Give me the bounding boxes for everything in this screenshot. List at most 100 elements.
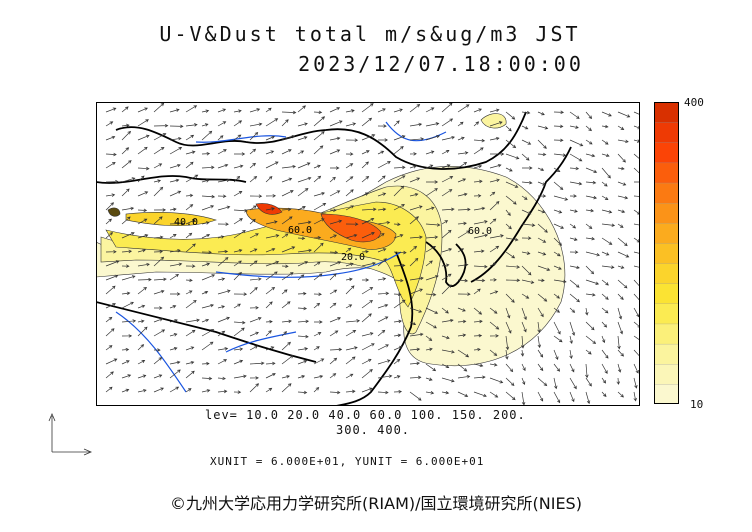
- wind-arrow: [425, 391, 435, 395]
- wind-arrow: [505, 167, 513, 172]
- wind-arrow: [313, 346, 320, 351]
- wind-arrow: [569, 279, 580, 288]
- colorbar: [654, 102, 679, 404]
- wind-arrow: [553, 223, 565, 229]
- wind-arrow: [249, 176, 258, 183]
- wind-arrow: [137, 277, 152, 282]
- wind-arrow: [569, 349, 573, 359]
- wind-arrow: [265, 207, 275, 211]
- wind-arrow: [217, 330, 226, 337]
- units-line: XUNIT = 6.000E+01, YUNIT = 6.000E+01: [210, 455, 485, 468]
- wind-arrow: [345, 346, 358, 351]
- wind-arrow: [473, 138, 486, 143]
- wind-arrow: [169, 108, 180, 113]
- wind-arrow: [217, 205, 231, 211]
- wind-arrow: [553, 138, 564, 143]
- contour-label-4: 60.0: [468, 226, 492, 237]
- wind-arrow: [281, 190, 294, 197]
- wind-arrow: [137, 344, 145, 351]
- wind-arrow: [137, 374, 147, 379]
- wind-arrow: [521, 307, 527, 321]
- wind-arrow: [393, 234, 404, 239]
- wind-arrow: [553, 237, 563, 246]
- wind-arrow: [569, 391, 575, 403]
- wind-arrow: [121, 360, 130, 365]
- wind-arrow: [153, 318, 164, 323]
- wind-arrow: [121, 249, 133, 254]
- wind-arrow: [121, 374, 132, 379]
- wind-arrow: [217, 178, 231, 183]
- wind-arrow: [201, 262, 211, 267]
- wind-arrow: [633, 349, 640, 360]
- wind-arrow: [361, 343, 375, 351]
- wind-arrow: [617, 181, 627, 186]
- wind-arrow: [633, 293, 640, 303]
- wind-arrow: [601, 307, 609, 314]
- wind-arrow: [409, 391, 422, 401]
- wind-arrow: [345, 176, 354, 183]
- wind-arrow: [201, 233, 211, 239]
- wind-arrow: [489, 262, 497, 267]
- wind-arrow: [489, 200, 500, 211]
- wind-arrow: [297, 162, 311, 169]
- wind-arrow: [569, 265, 580, 270]
- wind-arrow: [553, 279, 567, 284]
- wind-arrow: [617, 125, 625, 130]
- wind-arrow: [233, 303, 241, 309]
- wind-arrow: [345, 285, 355, 295]
- wind-arrow: [233, 248, 243, 253]
- wind-arrow: [217, 316, 230, 323]
- wind-arrow: [457, 349, 470, 358]
- wind-arrow: [233, 292, 248, 296]
- wind-arrow: [441, 118, 454, 127]
- wind-arrow: [537, 194, 547, 198]
- wind-arrow: [425, 260, 433, 267]
- wind-arrow: [329, 302, 337, 309]
- wind-arrow: [473, 233, 489, 239]
- wind-arrow: [569, 194, 577, 198]
- wind-arrow: [329, 373, 337, 379]
- colorbar-max-label: 400: [684, 96, 704, 109]
- wind-arrow: [329, 347, 343, 352]
- wind-arrow: [441, 149, 450, 155]
- wind-arrow: [473, 179, 483, 184]
- wind-arrow: [553, 153, 567, 157]
- wind-arrow: [201, 221, 210, 225]
- wind-arrow: [281, 119, 289, 127]
- wind-arrow: [521, 335, 525, 349]
- wind-arrow: [377, 220, 391, 225]
- wind-arrow: [569, 363, 575, 373]
- wind-arrow: [425, 164, 434, 169]
- wind-arrow: [585, 237, 596, 241]
- wind-arrow: [553, 181, 564, 190]
- wind-arrow: [121, 206, 135, 211]
- wind-arrow: [153, 179, 162, 183]
- wind-arrow: [425, 150, 435, 155]
- wind-arrow: [425, 122, 440, 127]
- wind-arrow: [393, 250, 407, 255]
- wind-arrow: [409, 122, 423, 127]
- wind-arrow: [585, 377, 592, 387]
- wind-arrow: [617, 307, 623, 320]
- wind-arrow: [249, 108, 261, 113]
- wind-arrow: [105, 152, 117, 157]
- wind-arrow: [522, 166, 533, 170]
- wind-arrow: [169, 347, 178, 351]
- wind-arrow: [505, 209, 511, 216]
- wind-arrow: [601, 195, 609, 200]
- wind-arrow: [201, 194, 216, 199]
- wind-arrow: [425, 335, 433, 341]
- wind-arrow: [393, 222, 401, 227]
- wind-arrow: [361, 103, 374, 113]
- wind-arrow: [601, 335, 606, 344]
- wind-arrow: [233, 327, 245, 337]
- wind-arrow: [153, 374, 163, 379]
- wind-arrow: [345, 233, 358, 239]
- wind-arrow: [569, 153, 583, 162]
- wind-arrow: [585, 251, 601, 257]
- wind-arrow: [217, 347, 229, 351]
- colorbar-swatch: [654, 162, 679, 184]
- wind-arrow: [265, 118, 279, 127]
- wind-arrow: [185, 134, 195, 141]
- wind-arrow: [185, 193, 194, 198]
